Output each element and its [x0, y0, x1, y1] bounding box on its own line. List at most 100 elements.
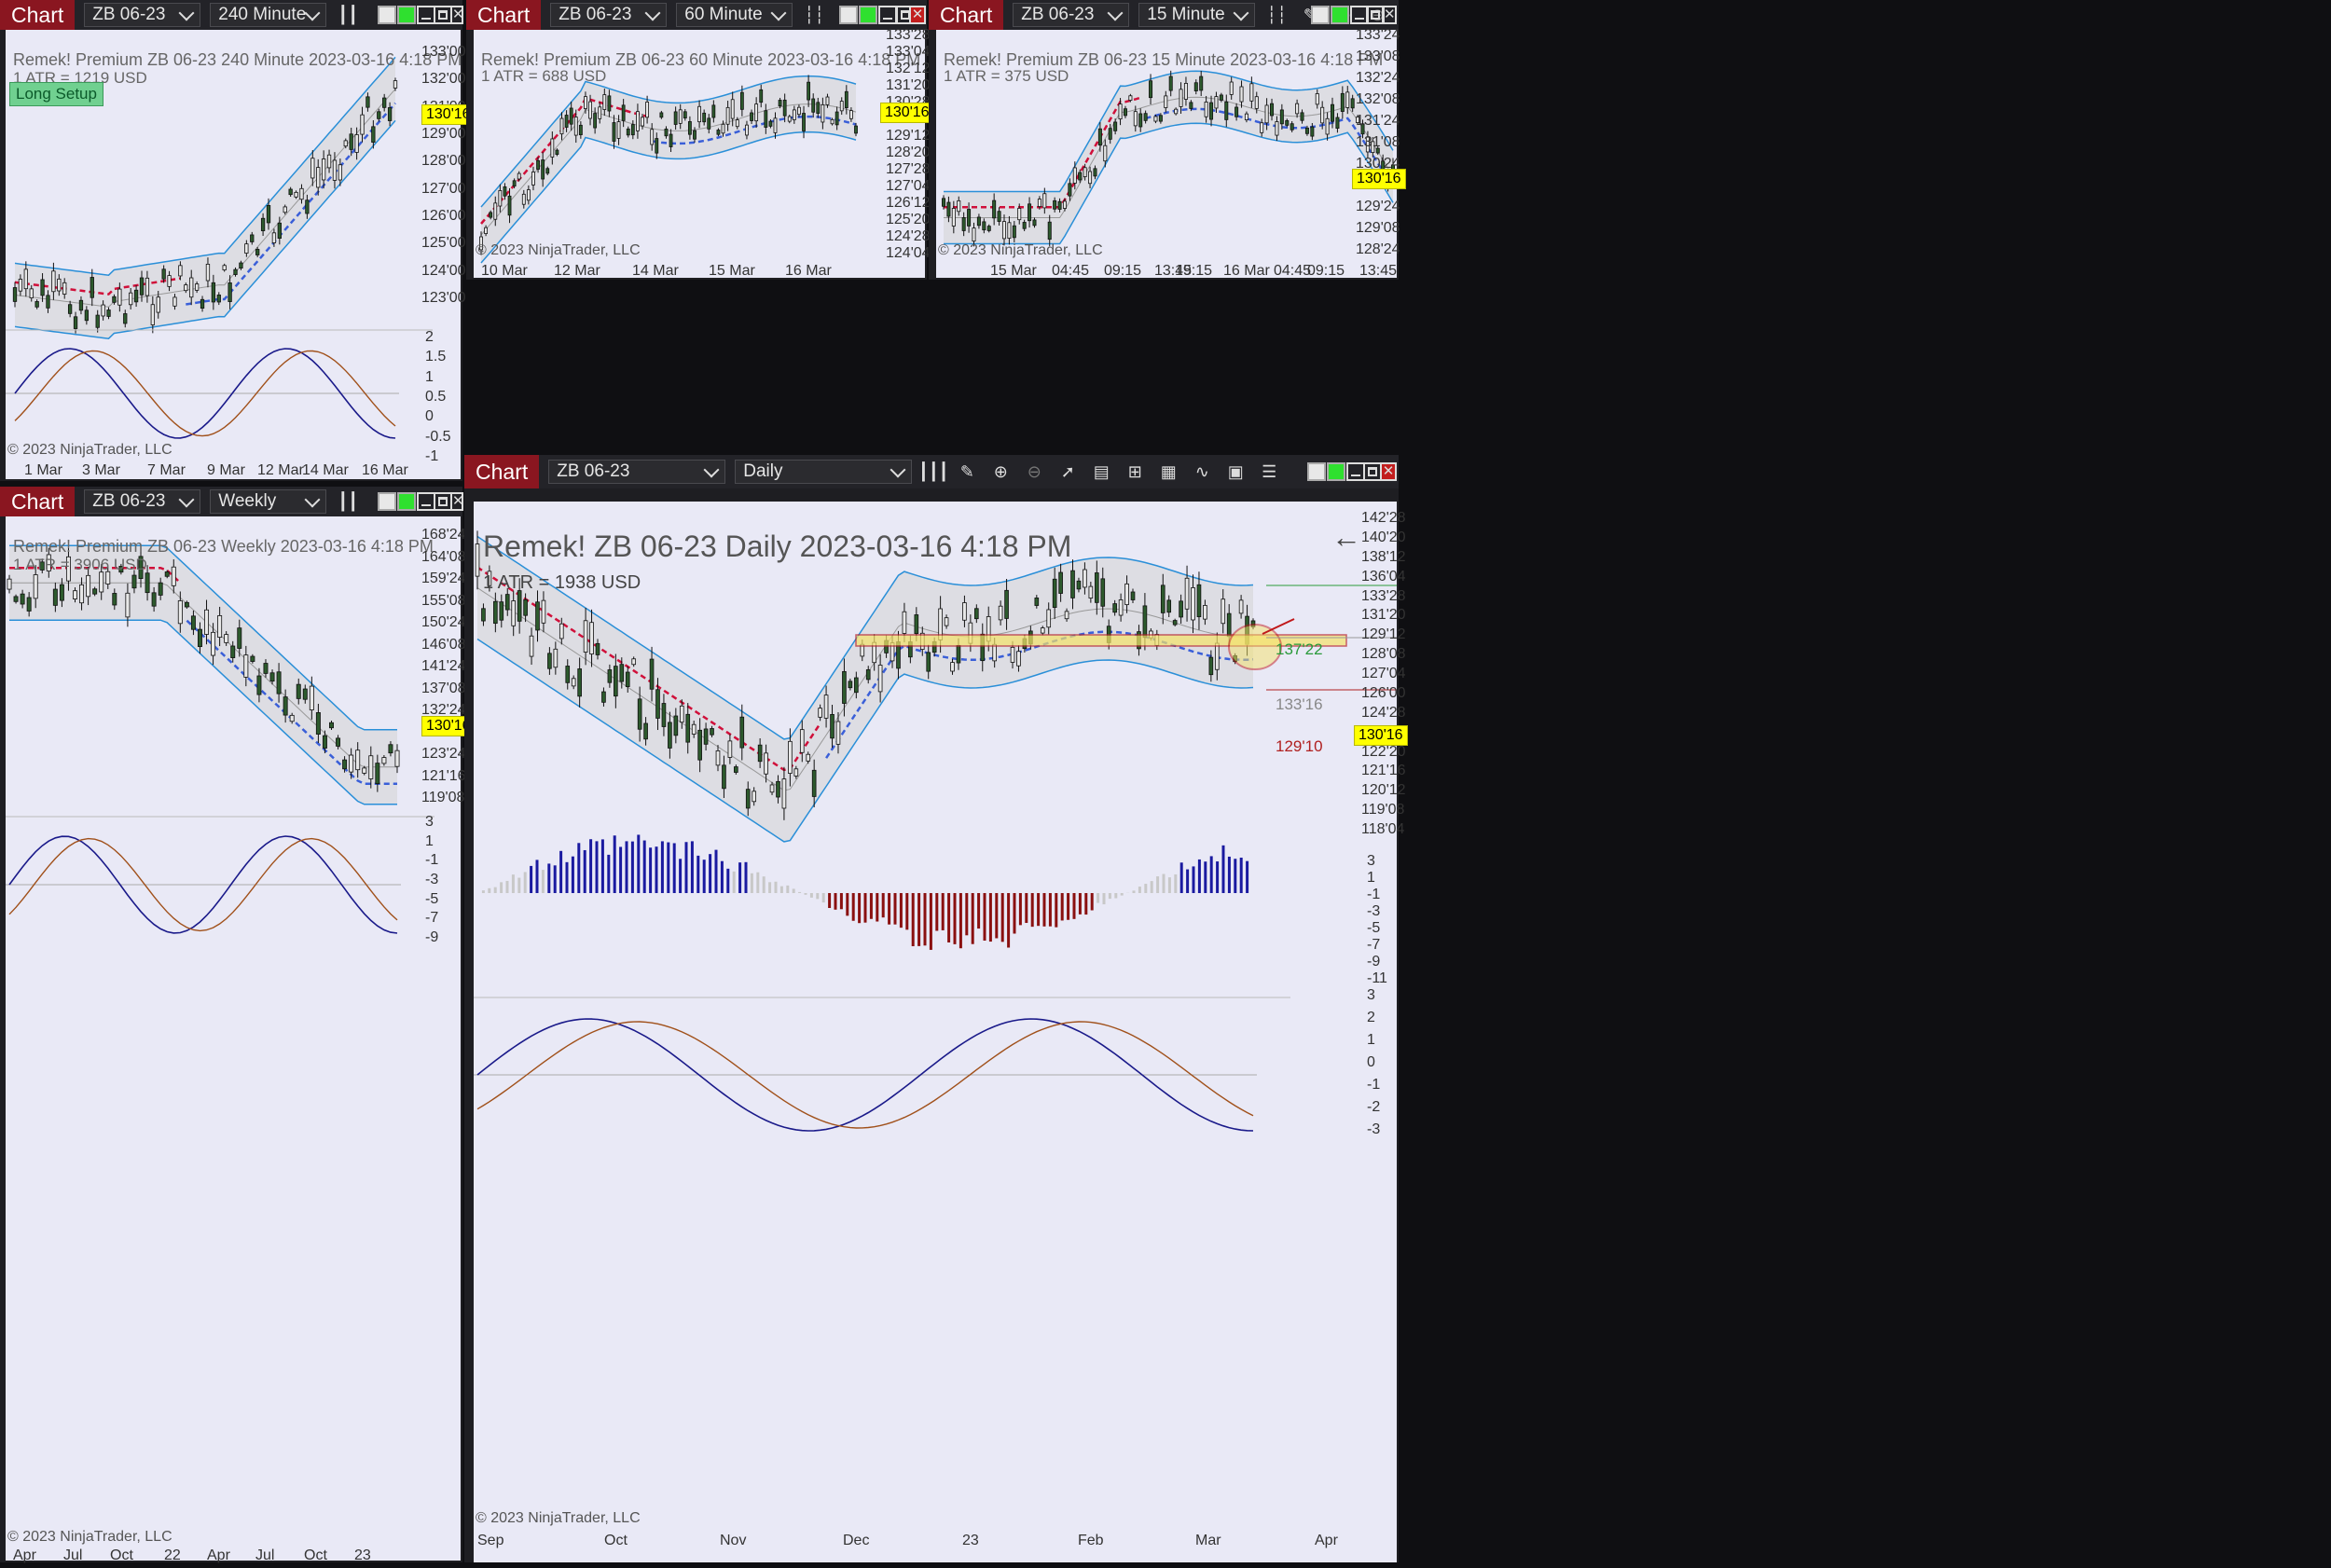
maximize-icon[interactable] [1363, 462, 1382, 481]
candle-body [315, 712, 321, 735]
instrument-select[interactable]: ZB 06-23 [1013, 3, 1130, 27]
candle-body [1032, 219, 1037, 227]
templates-icon[interactable]: ▦ [1160, 461, 1177, 481]
zoom-out-icon[interactable]: ⊖ [1027, 461, 1041, 481]
chart-menu-button[interactable]: Chart [0, 487, 76, 516]
candle-body [854, 125, 858, 134]
minimize-icon[interactable] [417, 492, 435, 511]
chart-menu-button[interactable]: Chart [464, 455, 540, 488]
price-panel[interactable]: Remek! Premium ZB 06-23 240 Minute 2023-… [6, 30, 476, 479]
minimize-icon[interactable] [878, 6, 897, 24]
price-panel[interactable]: Remek! Premium ZB 06-23 60 Minute 2023-0… [474, 27, 934, 279]
properties-icon[interactable]: ☰ [1262, 461, 1277, 481]
candle-body [661, 703, 667, 727]
close-icon[interactable]: ✕ [450, 6, 464, 24]
candle-body [697, 105, 701, 123]
interval-select[interactable]: Weekly [210, 489, 327, 514]
interval-select[interactable]: Daily [735, 460, 913, 484]
atr-label: 1 ATR = 688 USD [481, 67, 607, 85]
candle-body [498, 190, 503, 207]
candle-body [90, 277, 94, 298]
close-icon[interactable]: ✕ [1382, 6, 1397, 24]
chevron-down-icon [703, 461, 720, 477]
status-green-icon[interactable] [397, 6, 416, 24]
instrument-select[interactable]: ZB 06-23 [84, 489, 201, 514]
candle-body [156, 296, 160, 313]
link-color-icon[interactable] [1307, 462, 1326, 481]
maximize-icon[interactable] [434, 6, 452, 24]
axis-tick-label: 130'24 [1356, 156, 1400, 172]
maximize-icon[interactable] [1366, 6, 1385, 24]
pencil-icon[interactable]: ✎ [959, 461, 974, 481]
time-tick-label: 15 Mar [990, 263, 1037, 279]
chart-trader-icon[interactable]: ⊞ [1127, 461, 1142, 481]
candle-body [569, 107, 573, 125]
candle-body [382, 97, 387, 108]
strategies-icon[interactable]: ▣ [1227, 461, 1244, 481]
time-tick-label: Jul [63, 1547, 83, 1563]
candle-body [343, 140, 348, 147]
interval-select[interactable]: 15 Minute [1138, 3, 1256, 27]
candle-body [263, 663, 269, 674]
close-icon[interactable]: ✕ [1380, 462, 1397, 481]
candle-body [101, 304, 105, 317]
bar-style-icon[interactable]: ┆┆ [804, 5, 825, 24]
candle-body [250, 655, 255, 662]
chart-menu-button[interactable]: Chart [929, 0, 1004, 30]
data-box-icon[interactable]: ▤ [1093, 461, 1110, 481]
copyright-label: © 2023 NinjaTrader, LLC [938, 242, 1103, 258]
link-color-icon[interactable] [378, 6, 396, 24]
bar-style-icon[interactable]: ┃┃┃ [918, 461, 949, 481]
chart-menu-button[interactable]: Chart [0, 0, 76, 30]
instrument-select[interactable]: ZB 06-23 [84, 3, 201, 27]
candle-body [637, 698, 642, 730]
candle-body [23, 268, 28, 290]
pointer-icon[interactable]: ➚ [1060, 461, 1075, 481]
candle-body [1193, 82, 1198, 91]
price-panel[interactable]: Remek! ZB 06-23 Daily 2023-03-16 4:18 PM… [474, 502, 1408, 1562]
close-icon[interactable]: ✕ [450, 492, 464, 511]
link-color-icon[interactable] [378, 492, 396, 511]
candle-body [992, 643, 997, 662]
zoom-in-icon[interactable]: ⊕ [993, 461, 1008, 481]
interval-select[interactable]: 60 Minute [676, 3, 793, 27]
link-color-icon[interactable] [1311, 6, 1330, 24]
candle-body [1113, 121, 1118, 131]
time-tick-label: 09:15 [1104, 263, 1142, 279]
bar-style-icon[interactable]: ┃┃ [338, 491, 359, 511]
indicators-icon[interactable]: ∿ [1194, 461, 1209, 481]
time-axis: Sep Oct Nov Dec 23 Feb Mar Apr [474, 1531, 1397, 1553]
status-green-icon[interactable] [1327, 462, 1345, 481]
candle-body [730, 99, 735, 119]
close-icon[interactable]: ✕ [909, 6, 926, 24]
candle-body [1371, 141, 1375, 154]
axis-tick-label: 124'28 [1361, 704, 1406, 721]
instrument-select[interactable]: ZB 06-23 [550, 3, 668, 27]
candle-body [1083, 167, 1087, 177]
status-green-icon[interactable] [397, 492, 416, 511]
candle-body [322, 735, 327, 749]
price-panel[interactable]: Remek! Premium ZB 06-23 Weekly 2023-03-1… [6, 516, 476, 1563]
status-green-icon[interactable] [859, 6, 877, 24]
maximize-icon[interactable] [434, 492, 452, 511]
candle-body [172, 296, 177, 307]
candle-body [650, 129, 655, 145]
axis-tick-label: 132'24 [421, 702, 466, 718]
status-green-icon[interactable] [1331, 6, 1349, 24]
interval-select[interactable]: 240 Minute [210, 3, 327, 27]
candle-body [588, 101, 592, 119]
chart-title: Remek! Premium ZB 06-23 Weekly 2023-03-1… [13, 537, 434, 556]
link-color-icon[interactable] [839, 6, 858, 24]
back-arrow-icon[interactable]: ← [1331, 520, 1361, 554]
bar-style-icon[interactable]: ┃┃ [338, 5, 359, 24]
bar-style-icon[interactable]: ┆┆ [1266, 5, 1288, 24]
minimize-icon[interactable] [1350, 6, 1369, 24]
instrument-select[interactable]: ZB 06-23 [548, 460, 726, 484]
candle-body [299, 187, 304, 200]
chevron-down-icon [304, 5, 321, 21]
chart-menu-button[interactable]: Chart [466, 0, 542, 30]
price-panel[interactable]: Remek! Premium ZB 06-23 15 Minute 2023-0… [936, 27, 1406, 279]
chart-toolbar: Chart ZB 06-23 Daily ┃┃┃ ✎ ⊕ ⊖ ➚ ▤ ⊞ ▦ ∿… [464, 455, 1399, 488]
minimize-icon[interactable] [1346, 462, 1365, 481]
minimize-icon[interactable] [417, 6, 435, 24]
